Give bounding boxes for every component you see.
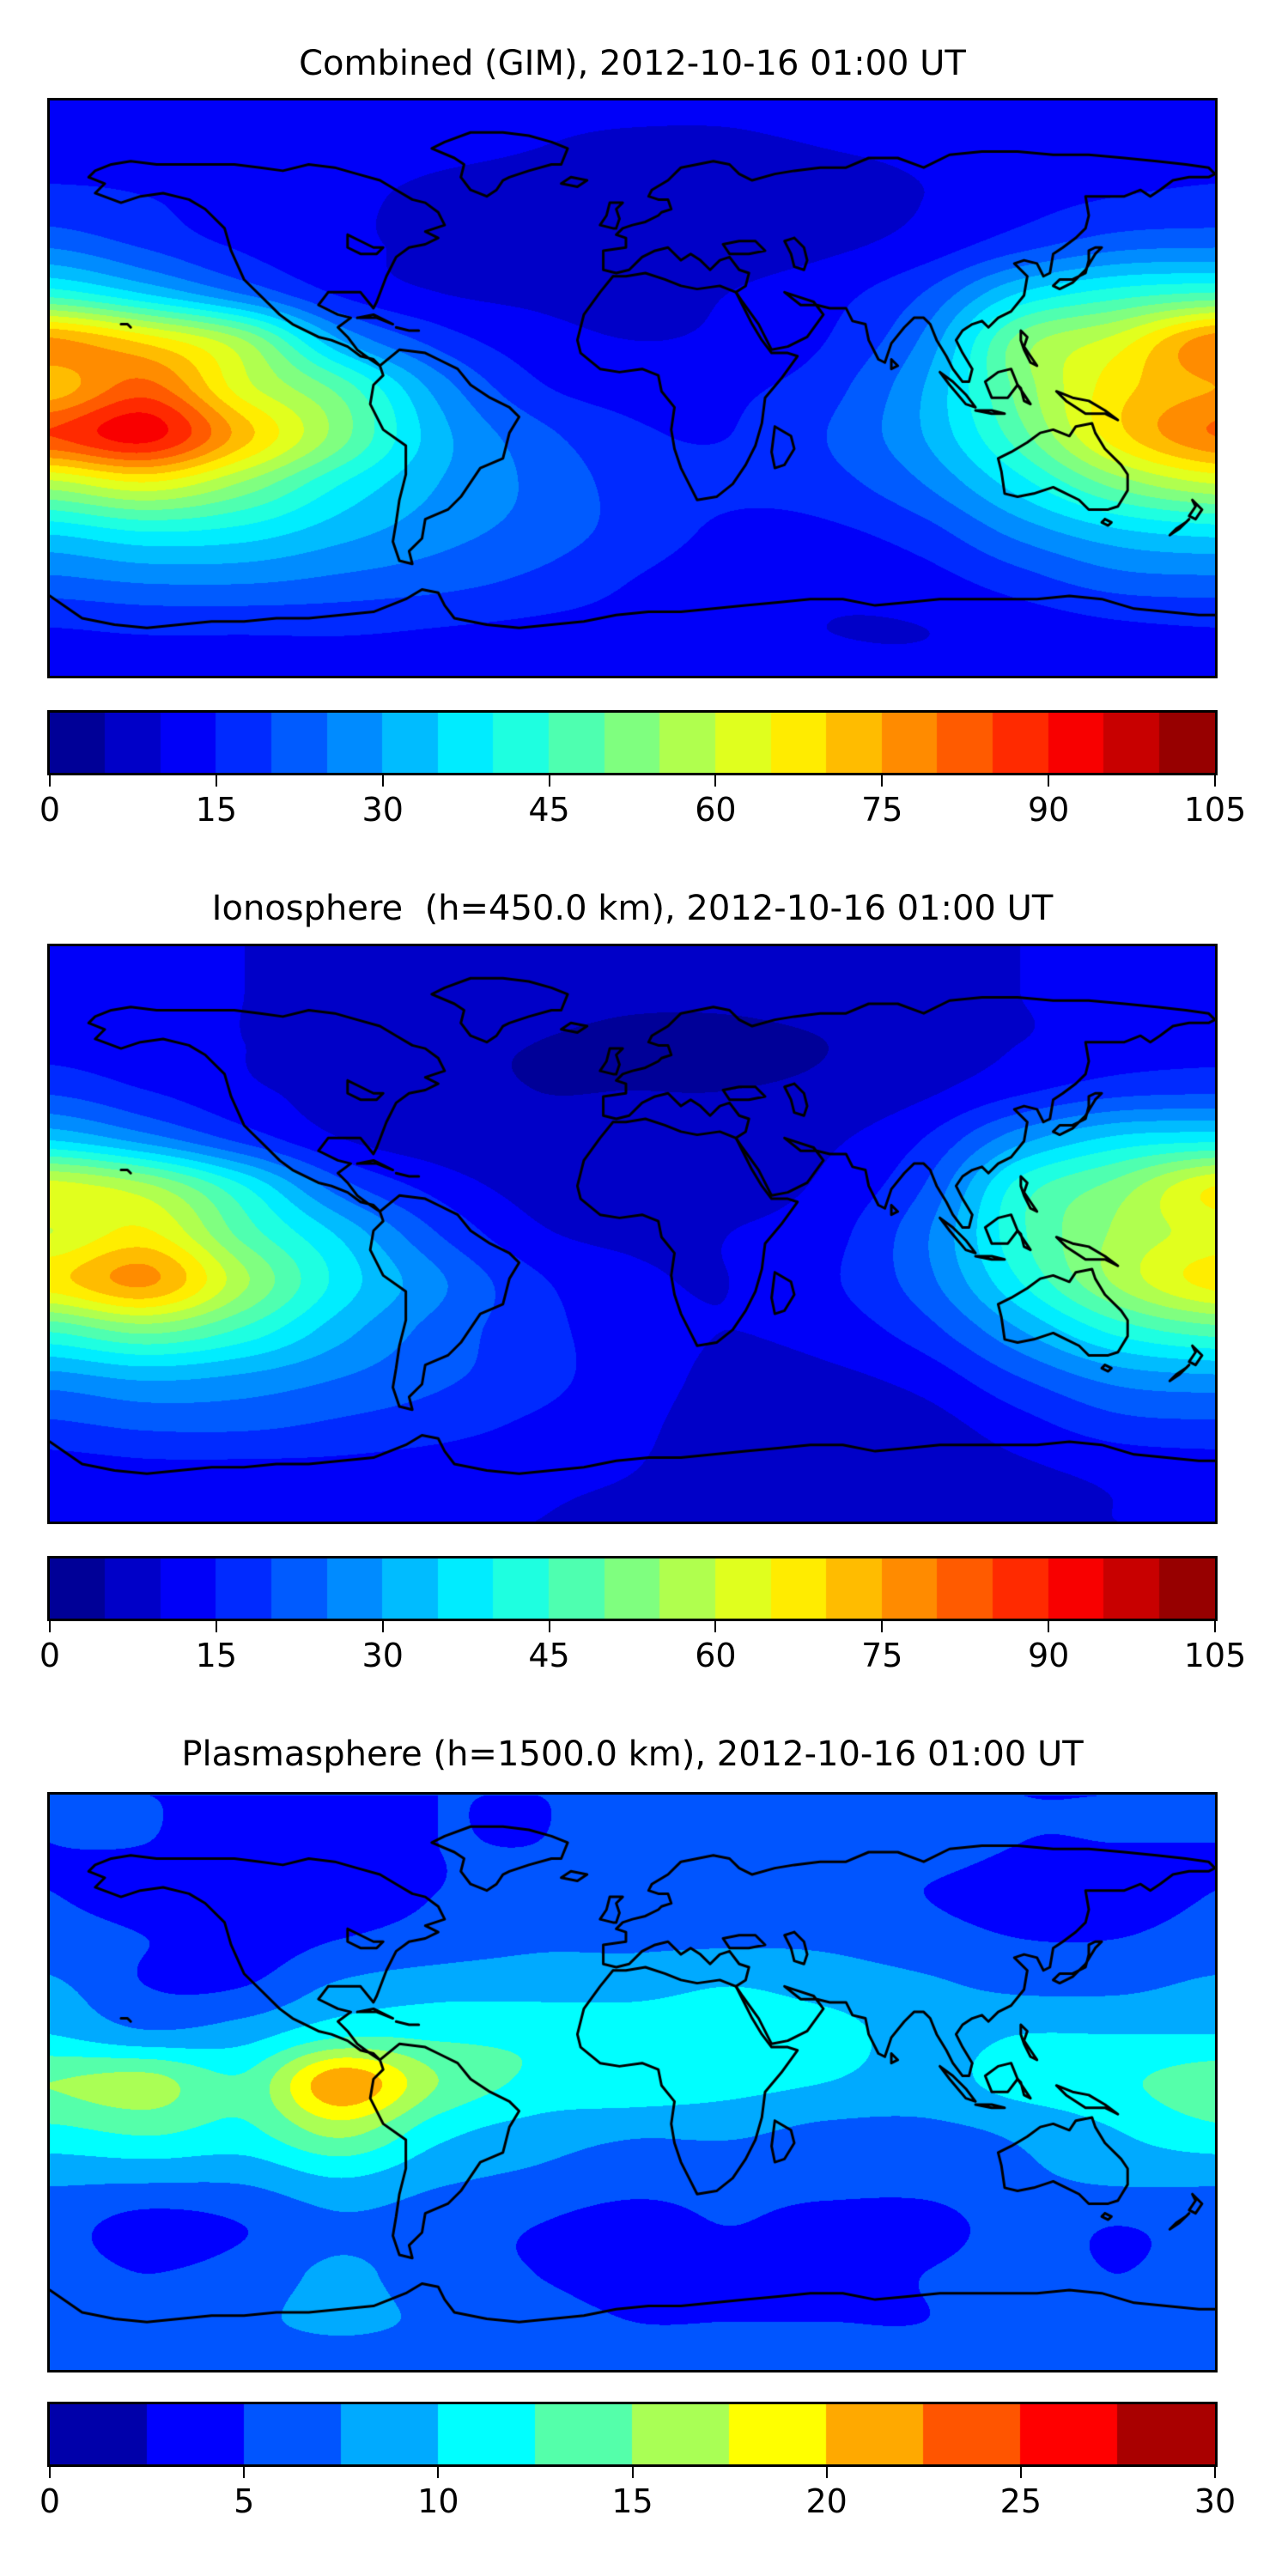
colorbar-tick-label: 45 (528, 791, 570, 829)
panel-title-plasmasphere: Plasmasphere (h=1500.0 km), 2012-10-16 0… (181, 1735, 1084, 1774)
colorbar-combined (47, 710, 1218, 775)
colorbar-tick-label: 15 (195, 1637, 238, 1674)
colorbar-tick-label: 25 (999, 2482, 1042, 2520)
colorbar-tick-mark (215, 775, 217, 787)
colorbar-tick-mark (1019, 2467, 1022, 2478)
panel-title-combined: Combined (GIM), 2012-10-16 01:00 UT (299, 44, 966, 83)
colorbar-canvas-ionosphere (50, 1558, 1215, 1619)
map-ionosphere (47, 944, 1218, 1524)
colorbar-tick-label: 90 (1027, 791, 1070, 829)
colorbar-tick-mark (714, 775, 717, 787)
colorbar-tick-label: 75 (861, 1637, 903, 1674)
map-plasmasphere (47, 1792, 1218, 2372)
colorbar-tick-mark (548, 1621, 550, 1632)
colorbar-tick-mark (631, 2467, 634, 2478)
colorbar-tick-mark (1214, 2467, 1216, 2478)
colorbar-tick-label: 90 (1027, 1637, 1070, 1674)
colorbar-tick-label: 10 (417, 2482, 459, 2520)
map-canvas-plasmasphere (50, 1795, 1215, 2370)
colorbar-ionosphere (47, 1556, 1218, 1621)
colorbar-tick-label: 0 (39, 791, 61, 829)
colorbar-tick-label: 0 (39, 1637, 61, 1674)
colorbar-tick-label: 0 (39, 2482, 61, 2520)
colorbar-tick-mark (215, 1621, 217, 1632)
map-combined (47, 98, 1218, 678)
colorbar-tick-label: 15 (611, 2482, 653, 2520)
colorbar-tick-mark (881, 775, 884, 787)
map-canvas-ionosphere (50, 946, 1215, 1522)
colorbar-tick-mark (1048, 775, 1050, 787)
colorbar-canvas-combined (50, 713, 1215, 773)
colorbar-tick-label: 15 (195, 791, 238, 829)
colorbar-tick-mark (49, 2467, 51, 2478)
colorbar-tick-label: 60 (695, 791, 737, 829)
colorbar-tick-mark (437, 2467, 440, 2478)
colorbar-tick-label: 30 (361, 1637, 404, 1674)
panel-title-ionosphere: Ionosphere (h=450.0 km), 2012-10-16 01:0… (211, 889, 1054, 928)
colorbar-tick-label: 45 (528, 1637, 570, 1674)
colorbar-plasmasphere (47, 2402, 1218, 2467)
colorbar-tick-label: 75 (861, 791, 903, 829)
colorbar-tick-mark (1214, 1621, 1216, 1632)
colorbar-tick-mark (243, 2467, 246, 2478)
colorbar-tick-label: 20 (805, 2482, 848, 2520)
colorbar-tick-mark (881, 1621, 884, 1632)
colorbar-tick-label: 60 (695, 1637, 737, 1674)
colorbar-tick-label: 30 (1194, 2482, 1236, 2520)
map-canvas-combined (50, 100, 1215, 676)
colorbar-tick-mark (714, 1621, 717, 1632)
colorbar-tick-mark (825, 2467, 828, 2478)
colorbar-tick-label: 5 (234, 2482, 255, 2520)
colorbar-tick-label: 105 (1183, 791, 1247, 829)
colorbar-tick-mark (381, 1621, 384, 1632)
colorbar-tick-mark (548, 775, 550, 787)
colorbar-tick-mark (1214, 775, 1216, 787)
colorbar-tick-label: 30 (361, 791, 404, 829)
colorbar-tick-mark (1048, 1621, 1050, 1632)
colorbar-canvas-plasmasphere (50, 2404, 1215, 2464)
colorbar-tick-label: 105 (1183, 1637, 1247, 1674)
colorbar-tick-mark (49, 775, 51, 787)
colorbar-tick-mark (381, 775, 384, 787)
colorbar-tick-mark (49, 1621, 51, 1632)
